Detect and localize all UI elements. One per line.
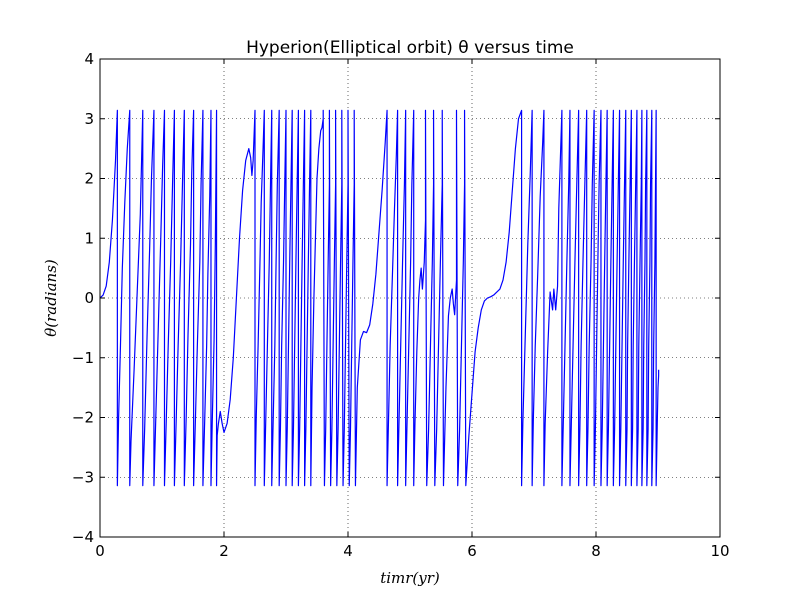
series-line-0	[99, 109, 660, 487]
series-layer	[99, 109, 660, 487]
y-tick-label: −3	[72, 468, 94, 486]
y-tick-label: 4	[84, 50, 94, 68]
x-tick-label: 2	[219, 542, 229, 560]
x-tick-label: 10	[710, 542, 729, 560]
x-tick-label: 4	[343, 542, 353, 560]
y-tick-label: 0	[84, 289, 94, 307]
x-tick-label: 8	[591, 542, 601, 560]
y-tick-label: 3	[84, 110, 94, 128]
y-tick-label: 1	[84, 229, 94, 247]
y-tick-label: −2	[72, 409, 94, 427]
x-tick-label: 0	[95, 542, 105, 560]
chart-title: Hyperion(Elliptical orbit) θ versus time	[246, 38, 574, 58]
y-tick-label: 2	[84, 170, 94, 188]
x-axis-label: timr(yr)	[380, 569, 440, 587]
y-tick-label: −4	[72, 528, 94, 546]
x-tick-label: 6	[467, 542, 477, 560]
y-tick-label: −1	[72, 349, 94, 367]
y-axis-label: θ(radians)	[42, 259, 60, 337]
